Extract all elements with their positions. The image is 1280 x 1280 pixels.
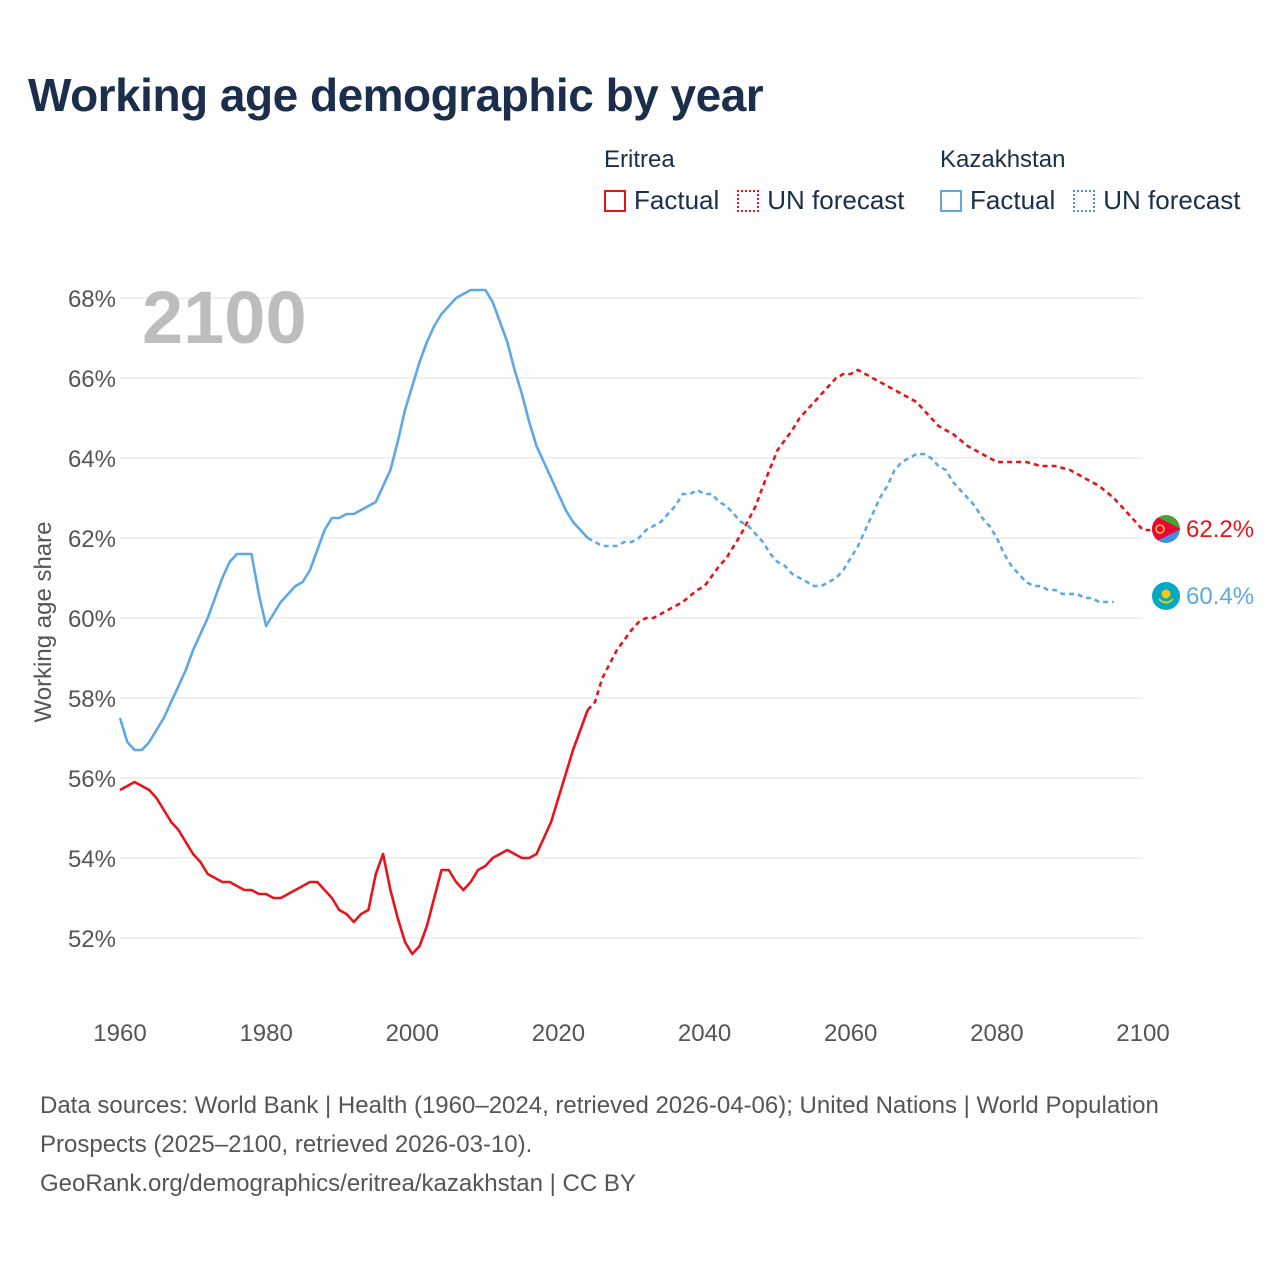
legend-swatch-dotted-icon — [737, 189, 760, 212]
legend-eritrea-factual[interactable]: Factual — [604, 185, 719, 216]
footer-link[interactable]: GeoRank.org/demographics/eritrea/kazakhs… — [40, 1170, 636, 1197]
legend-swatch-dotted-icon — [1073, 189, 1096, 212]
x-tick-label: 2060 — [824, 1020, 877, 1047]
y-tick-label: 62% — [68, 526, 116, 553]
legend-label: UN forecast — [1103, 185, 1241, 215]
line-chart: 2100 52% 54% 56% 58% 60% 62% 64% 66% 68% 1960 198… — [30, 276, 1254, 1047]
page-title: Working age demographic by year — [28, 69, 764, 121]
legend-group-eritrea: Eritrea Factual UN forecast — [604, 144, 923, 216]
series-line-eritrea-forecast[interactable] — [586, 368, 1151, 711]
legend-group-kazakhstan: Kazakhstan Factual UN forecast — [940, 144, 1259, 216]
y-axis-title: Working age share — [30, 522, 57, 723]
x-axis: 1960 1980 2000 2020 2040 2060 2080 2100 — [93, 1020, 1169, 1047]
y-tick-label: 60% — [68, 606, 116, 633]
end-value-label-eritrea: 62.2% — [1186, 516, 1254, 543]
legend-heading-eritrea: Eritrea — [604, 146, 675, 173]
legend-swatch-solid-icon — [940, 189, 962, 212]
series-line-kazakhstan-factual[interactable] — [118, 288, 589, 752]
x-tick-label: 2100 — [1116, 1020, 1169, 1047]
footer: Data sources: World Bank | Health (1960–… — [40, 1086, 1240, 1203]
grid-lines — [120, 297, 1143, 939]
y-tick-label: 64% — [68, 446, 116, 473]
end-value-label-kazakhstan: 60.4% — [1186, 583, 1254, 610]
x-tick-label: 2040 — [678, 1020, 731, 1047]
x-tick-label: 1960 — [93, 1020, 146, 1047]
chart-area: 2100 52% 54% 56% 58% 60% 62% 64% 66% 68% 1960 198… — [0, 260, 1280, 1060]
legend-swatch-solid-icon — [604, 189, 626, 212]
legend-heading-kazakhstan: Kazakhstan — [940, 146, 1066, 173]
x-tick-label: 1980 — [239, 1020, 292, 1047]
y-tick-label: 56% — [68, 766, 116, 793]
legend-eritrea-forecast[interactable]: UN forecast — [737, 185, 905, 216]
year-watermark: 2100 — [142, 276, 307, 359]
series-lines — [118, 288, 1151, 956]
kazakhstan-flag-icon — [1152, 582, 1180, 610]
series-line-kazakhstan-forecast[interactable] — [587, 452, 1114, 604]
series-line-eritrea-factual[interactable] — [119, 709, 589, 956]
legend-label: Factual — [970, 185, 1056, 215]
y-tick-label: 66% — [68, 366, 116, 393]
legend-kazakhstan-forecast[interactable]: UN forecast — [1073, 185, 1241, 216]
y-tick-label: 68% — [68, 286, 116, 313]
y-axis: 52% 54% 56% 58% 60% 62% 64% 66% 68% — [68, 286, 116, 953]
end-markers: 62.2% 60.4% — [1152, 515, 1254, 610]
footer-sources: Data sources: World Bank | Health (1960–… — [40, 1092, 1159, 1158]
y-tick-label: 58% — [68, 686, 116, 713]
legend-label: UN forecast — [767, 185, 905, 215]
legend-kazakhstan-factual[interactable]: Factual — [940, 185, 1055, 216]
eritrea-flag-icon — [1152, 515, 1180, 543]
x-tick-label: 2020 — [532, 1020, 585, 1047]
y-tick-label: 54% — [68, 846, 116, 873]
x-tick-label: 2080 — [970, 1020, 1023, 1047]
legend-label: Factual — [634, 185, 720, 215]
x-tick-label: 2000 — [386, 1020, 439, 1047]
y-tick-label: 52% — [68, 926, 116, 953]
